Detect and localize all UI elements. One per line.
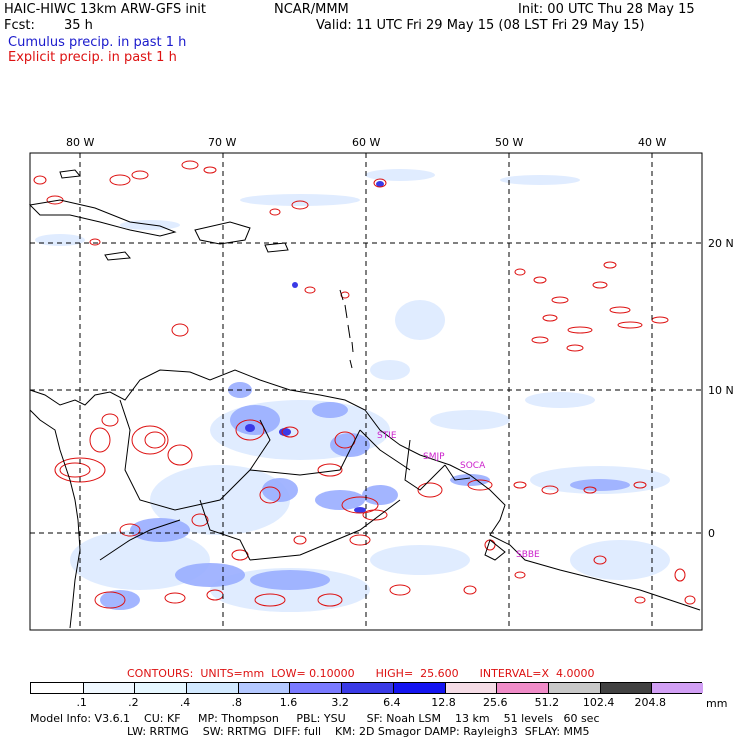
colorbar-label: .8: [231, 696, 243, 709]
colorbar-cell: [496, 683, 548, 693]
colorbar-cell: [289, 683, 342, 693]
init-time: Init: 00 UTC Thu 28 May 15: [518, 2, 695, 17]
lon-label: 70 W: [208, 136, 237, 149]
model-title: HAIC-HIWC 13km ARW-GFS init: [4, 2, 206, 17]
explicit-precip-contours: [33, 160, 696, 609]
colorbar-cell: [651, 683, 703, 693]
colorbar-label: 51.2: [534, 696, 560, 709]
lon-label: 50 W: [495, 136, 524, 149]
colorbar-cell: [134, 683, 187, 693]
station-label: SBBE: [516, 550, 540, 560]
colorbar-cell: [392, 683, 445, 693]
lon-label: 80 W: [66, 136, 95, 149]
field-cumulus-title: Cumulus precip. in past 1 h: [8, 35, 187, 50]
colorbar-cell: [599, 683, 652, 693]
org-label: NCAR/MMM: [274, 2, 349, 17]
station-label: SOCA: [460, 461, 486, 471]
colorbar-cell: [237, 683, 290, 693]
lat-label: 20 N: [708, 237, 734, 250]
colorbar-label: 204.8: [634, 696, 667, 709]
lat-label: 0: [708, 527, 715, 540]
colorbar-label: 6.4: [383, 696, 401, 709]
model-info-line1: Model Info: V3.6.1 CU: KF MP: Thompson P…: [30, 712, 600, 725]
colorbar-cell: [444, 683, 497, 693]
lat-lon-grid: [30, 153, 702, 630]
forecast-hours: 35 h: [64, 18, 93, 33]
forecast-label: Fcst:: [4, 18, 35, 33]
model-info-line2: LW: RRTMG SW: RRTMG DIFF: full KM: 2D Sm…: [127, 725, 590, 738]
colorbar-label: .4: [179, 696, 191, 709]
colorbar-label: .2: [128, 696, 139, 709]
colorbar: [30, 682, 703, 694]
colorbar-label: .1: [76, 696, 87, 709]
coastlines: [28, 169, 701, 629]
colorbar-cell: [341, 683, 393, 693]
colorbar-cell: [31, 683, 83, 693]
colorbar-cell: [82, 683, 135, 693]
colorbar-label: 25.6: [482, 696, 508, 709]
colorbar-label: 1.6: [279, 696, 298, 709]
colorbar-label: 3.2: [331, 696, 349, 709]
station-label: STIE: [377, 431, 397, 441]
valid-time: Valid: 11 UTC Fri 29 May 15 (08 LST Fri …: [316, 18, 645, 33]
colorbar-unit: mm: [706, 697, 728, 710]
field-explicit-title: Explicit precip. in past 1 h: [8, 50, 177, 65]
lat-label: 10 N: [708, 384, 734, 397]
station-label: SMJP: [423, 452, 445, 462]
lon-label: 60 W: [352, 136, 381, 149]
lon-label: 40 W: [638, 136, 667, 149]
colorbar-label: 12.8: [431, 696, 456, 709]
colorbar-label: 102.4: [582, 696, 615, 709]
map-frame: [29, 152, 703, 631]
contours-info: CONTOURS: UNITS=mm LOW= 0.10000 HIGH= 25…: [127, 667, 595, 680]
colorbar-cell: [186, 683, 238, 693]
colorbar-cell: [547, 683, 600, 693]
